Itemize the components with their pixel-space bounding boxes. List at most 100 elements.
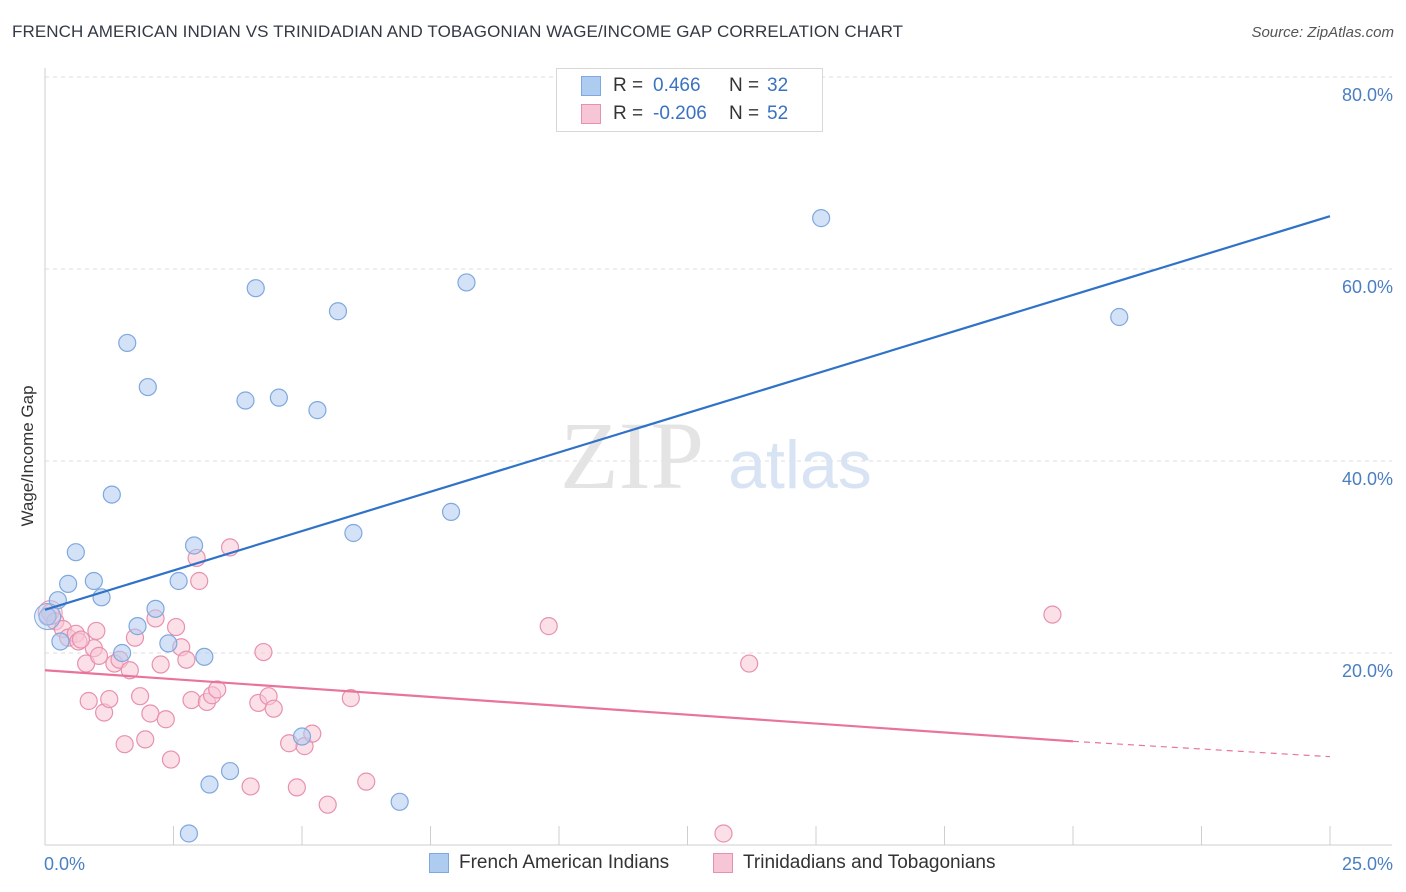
point-trinidadians — [166, 617, 186, 637]
legend-r-value: 0.466 — [653, 75, 701, 96]
point-trinidadians — [130, 687, 150, 706]
legend-n-value: 32 — [767, 75, 789, 96]
point-trinidadians — [264, 699, 283, 718]
trend-line-trinidadians — [44, 669, 1074, 743]
y-tick-label: 60.0% — [1342, 277, 1393, 297]
point-french-american-indians — [292, 727, 312, 746]
legend-swatch-blue — [581, 76, 601, 96]
watermark-zip: ZIP — [560, 402, 704, 509]
trend-line-french-american-indians — [44, 215, 1331, 611]
point-french-american-indians — [246, 279, 265, 298]
point-french-american-indians — [34, 603, 62, 631]
x-tick-label: 0.0% — [44, 854, 85, 874]
legend-r-label: R = — [613, 103, 644, 124]
point-trinidadians — [79, 691, 98, 711]
point-trinidadians — [357, 772, 376, 791]
chart-title: FRENCH AMERICAN INDIAN VS TRINIDADIAN AN… — [12, 22, 904, 41]
point-french-american-indians — [1110, 307, 1129, 327]
point-french-american-indians — [195, 647, 214, 666]
y-axis-title: Wage/Income Gap — [18, 385, 37, 526]
point-trinidadians — [190, 571, 209, 591]
point-french-american-indians — [59, 574, 78, 593]
legend-item-french-american-indians: French American Indians — [429, 852, 669, 874]
point-trinidadians — [136, 730, 155, 749]
point-french-american-indians — [112, 643, 132, 663]
point-french-american-indians — [269, 388, 288, 407]
point-trinidadians — [182, 690, 201, 710]
point-french-american-indians — [457, 273, 476, 292]
legend-label: French American Indians — [459, 852, 670, 873]
point-trinidadians — [740, 654, 759, 673]
legend-item-trinidadians: Trinidadians and Tobagonians — [713, 852, 995, 874]
point-french-american-indians — [138, 377, 157, 397]
legend-swatch-blue — [429, 853, 449, 873]
tick-labels: 20.0% 40.0% 60.0% 80.0% 0.0% 25.0% — [44, 85, 1393, 874]
point-trinidadians — [89, 646, 109, 665]
legend-r-label: R = — [613, 75, 644, 96]
y-tick-label: 40.0% — [1342, 469, 1393, 489]
point-french-american-indians — [179, 824, 199, 843]
point-french-american-indians — [51, 632, 70, 651]
legend-n-label: N = — [729, 103, 760, 124]
legend-swatch-pink — [713, 853, 733, 873]
grid-lines — [45, 76, 1392, 654]
legend-n-label: N = — [729, 75, 760, 96]
point-french-american-indians — [220, 761, 240, 781]
watermark-atlas: atlas — [728, 427, 872, 503]
point-trinidadians — [341, 689, 360, 708]
y-tick-label: 20.0% — [1342, 661, 1393, 681]
watermark: ZIP atlas — [560, 402, 872, 509]
legend-label: Trinidadians and Tobagonians — [743, 852, 996, 873]
point-french-american-indians — [169, 571, 188, 591]
series-french-american-indians-points — [34, 209, 1129, 843]
point-trinidadians — [539, 617, 558, 636]
point-french-american-indians — [128, 617, 147, 636]
point-trinidadians — [1043, 605, 1062, 624]
point-french-american-indians — [236, 391, 255, 410]
y-tick-label: 80.0% — [1342, 85, 1393, 105]
point-trinidadians — [208, 680, 227, 699]
trend-lines — [44, 215, 1331, 758]
point-trinidadians — [100, 689, 119, 709]
legend-swatch-pink — [581, 104, 601, 124]
point-trinidadians — [87, 621, 106, 641]
point-trinidadians — [241, 777, 260, 796]
point-french-american-indians — [441, 502, 461, 521]
point-french-american-indians — [118, 333, 137, 353]
point-trinidadians — [254, 642, 273, 662]
series-legend: French American Indians Trinidadians and… — [0, 852, 1406, 878]
legend-row-blue: R = 0.466 N = 32 — [557, 72, 788, 100]
point-french-american-indians — [159, 634, 178, 653]
point-french-american-indians — [200, 775, 219, 794]
legend-row-pink: R = -0.206 N = 52 — [557, 100, 788, 128]
point-trinidadians — [141, 704, 160, 723]
point-trinidadians — [714, 824, 733, 843]
x-tick-label: 25.0% — [1342, 854, 1393, 874]
point-french-american-indians — [328, 302, 348, 321]
point-trinidadians — [161, 750, 181, 769]
point-trinidadians — [71, 630, 91, 649]
point-french-american-indians — [812, 209, 831, 228]
chart-source: Source: ZipAtlas.com — [1251, 24, 1394, 41]
axes — [44, 68, 1392, 846]
point-french-american-indians — [308, 401, 327, 420]
point-french-american-indians — [66, 543, 85, 562]
series-trinidadians-points — [37, 538, 1062, 843]
point-trinidadians — [287, 778, 306, 797]
point-french-american-indians — [344, 523, 363, 543]
point-french-american-indians — [102, 485, 121, 504]
point-trinidadians — [151, 655, 170, 674]
correlation-legend: R = 0.466 N = 32 R = -0.206 N = 52 — [556, 68, 823, 132]
trend-line-trinidadians-extrapolated — [1072, 740, 1331, 758]
legend-r-value: -0.206 — [653, 103, 707, 124]
legend-n-value: 52 — [767, 103, 789, 124]
point-trinidadians — [177, 650, 196, 669]
point-french-american-indians — [84, 571, 103, 591]
point-french-american-indians — [390, 792, 409, 811]
point-trinidadians — [318, 795, 337, 814]
point-french-american-indians — [184, 536, 204, 555]
point-trinidadians — [115, 735, 134, 754]
point-french-american-indians — [146, 599, 165, 618]
point-trinidadians — [156, 710, 175, 729]
